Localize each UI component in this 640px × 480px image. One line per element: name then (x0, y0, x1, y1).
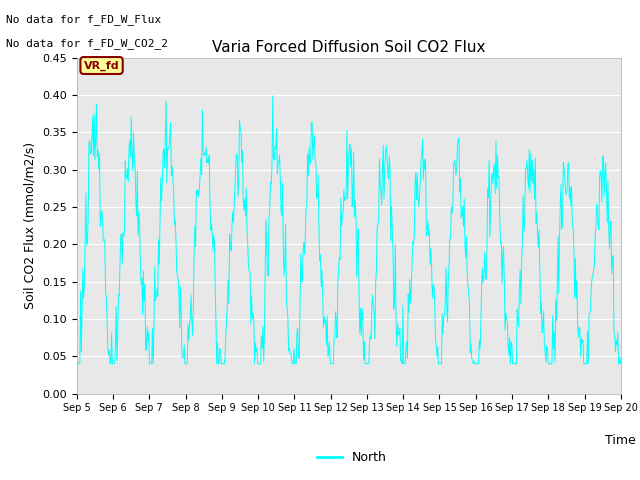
Text: No data for f_FD_W_CO2_2: No data for f_FD_W_CO2_2 (6, 38, 168, 49)
Title: Varia Forced Diffusion Soil CO2 Flux: Varia Forced Diffusion Soil CO2 Flux (212, 40, 486, 55)
Text: VR_fd: VR_fd (84, 60, 120, 71)
Legend: North: North (312, 446, 392, 469)
Y-axis label: Soil CO2 Flux (mmol/m2/s): Soil CO2 Flux (mmol/m2/s) (24, 142, 36, 309)
X-axis label: Time: Time (605, 434, 636, 447)
Text: No data for f_FD_W_Flux: No data for f_FD_W_Flux (6, 14, 162, 25)
